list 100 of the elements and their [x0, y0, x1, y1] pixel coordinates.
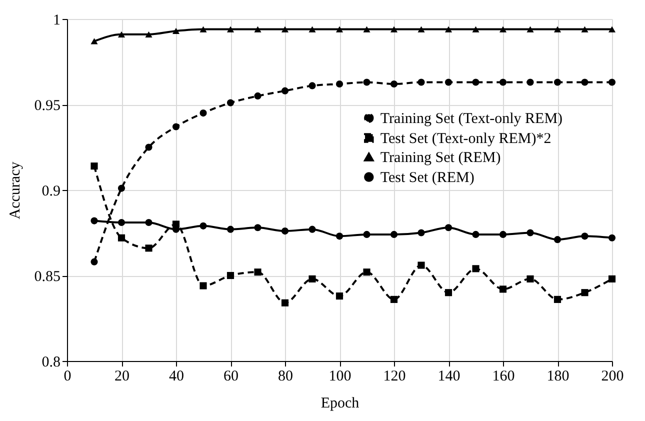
point [226, 99, 234, 106]
point [554, 78, 562, 86]
x-tick-label: 160 [492, 368, 515, 384]
point [254, 92, 262, 100]
x-tick-label: 60 [224, 368, 238, 384]
point [390, 26, 398, 32]
point [363, 78, 370, 86]
point [118, 184, 126, 192]
y-tick-label: 0.95 [34, 98, 60, 114]
point [308, 226, 316, 233]
point [554, 296, 562, 303]
point [172, 123, 180, 130]
point [336, 80, 344, 88]
point [418, 262, 425, 269]
y-tick-label: 0.9 [42, 184, 60, 200]
point [526, 26, 534, 32]
point [118, 31, 126, 38]
point [336, 232, 344, 240]
x-tick-label: 40 [169, 368, 184, 384]
point [336, 26, 344, 32]
point [472, 265, 480, 272]
legend-label: Training Set (REM) [380, 150, 501, 166]
point [118, 234, 126, 242]
point [90, 38, 98, 44]
y-tick-label: 1 [53, 12, 60, 28]
point [390, 80, 398, 88]
point [308, 275, 316, 282]
point [226, 26, 234, 32]
point [363, 268, 370, 276]
point [145, 144, 152, 151]
point [363, 26, 370, 32]
point [390, 296, 398, 303]
point [499, 230, 507, 238]
point [363, 230, 370, 238]
x-tick-label: 20 [114, 368, 130, 384]
point [499, 286, 507, 293]
point [418, 78, 425, 86]
point [526, 229, 534, 236]
point [308, 82, 316, 90]
x-tick-label: 0 [64, 368, 72, 384]
point [418, 26, 425, 32]
point [281, 26, 289, 32]
y-tick-label: 0.85 [34, 269, 60, 285]
x-tick-label: 200 [601, 368, 624, 384]
x-axis-title: Epoch [320, 396, 360, 412]
x-tick-label: 120 [383, 368, 406, 384]
point [200, 26, 207, 32]
point [581, 232, 588, 240]
point [226, 226, 234, 233]
point [254, 26, 262, 32]
legend-label: Test Set (Text-only REM)*2 [380, 131, 552, 148]
point [281, 299, 289, 306]
y-axis-title: Accuracy [7, 161, 24, 220]
point [281, 228, 289, 235]
point [254, 224, 262, 232]
point [90, 217, 98, 224]
point [90, 162, 98, 170]
point [200, 282, 207, 290]
point [226, 272, 234, 280]
point [581, 289, 588, 296]
point [336, 292, 344, 300]
point [172, 28, 180, 34]
x-tick-label: 180 [546, 368, 570, 384]
point [554, 26, 562, 32]
point [499, 26, 507, 32]
legend-label: Training Set (Text-only REM) [380, 111, 563, 128]
point [390, 230, 398, 238]
point [608, 78, 616, 86]
point [444, 26, 452, 32]
point [418, 229, 425, 236]
point [581, 78, 588, 86]
point [608, 26, 616, 32]
point [145, 31, 152, 38]
point [444, 78, 452, 86]
x-tick-label: 140 [438, 368, 460, 384]
x-tick-label: 100 [328, 368, 352, 384]
point [581, 26, 588, 32]
point [444, 224, 452, 232]
y-tick-label: 0.8 [42, 354, 60, 370]
point [526, 78, 534, 86]
point [118, 218, 126, 226]
legend-label: Test Set (REM) [380, 170, 474, 186]
point [499, 78, 507, 86]
point [254, 268, 262, 276]
point [608, 234, 616, 242]
point [90, 258, 98, 266]
point [145, 218, 152, 226]
point [281, 87, 289, 94]
point [472, 26, 480, 32]
point [526, 275, 534, 282]
point [608, 275, 616, 282]
point [200, 110, 207, 117]
point [472, 230, 480, 238]
point [200, 222, 207, 230]
point [145, 244, 152, 252]
x-tick-label: 80 [278, 368, 293, 384]
point [444, 289, 452, 296]
point [554, 236, 562, 244]
point [308, 26, 316, 32]
point [472, 78, 480, 86]
